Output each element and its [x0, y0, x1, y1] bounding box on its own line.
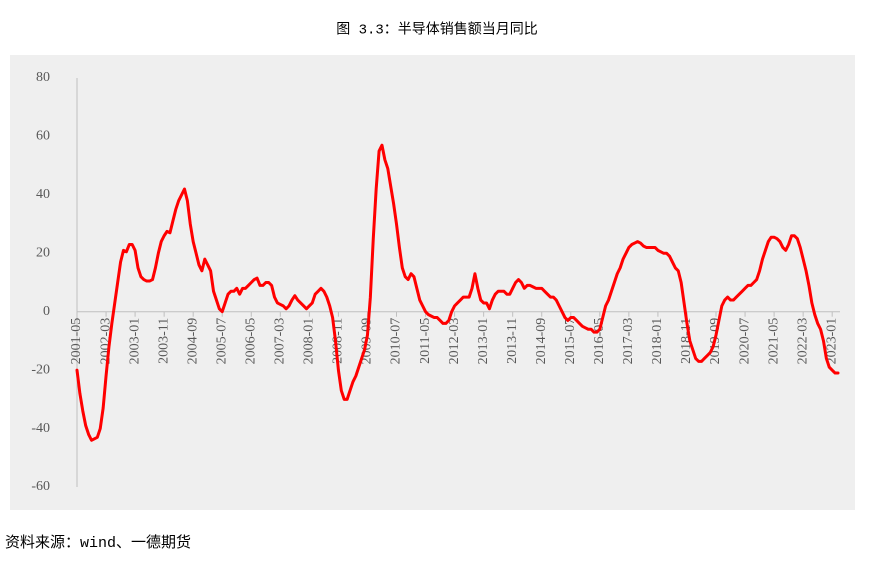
y-tick-label: 80	[36, 70, 50, 85]
x-tick-label: 2005-07	[214, 318, 229, 365]
x-tick-label: 2004-09	[185, 318, 200, 365]
y-tick-label: -20	[31, 362, 50, 377]
x-tick-label: 2007-03	[273, 318, 288, 365]
x-tick-label: 2012-03	[447, 318, 462, 365]
x-tick-label: 2018-01	[650, 318, 665, 365]
chart-title: 图 3.3：半导体销售额当月同比	[336, 22, 538, 39]
y-tick-label: -40	[31, 421, 50, 436]
x-tick-label: 2008-01	[302, 318, 317, 365]
x-tick-label: 2017-03	[621, 318, 636, 365]
x-tick-label: 2006-05	[243, 318, 258, 365]
x-tick-label: 2021-05	[766, 318, 781, 365]
x-tick-label: 2023-01	[824, 318, 839, 365]
x-tick-label: 2015-07	[563, 318, 578, 365]
x-tick-label: 2013-01	[476, 318, 491, 365]
x-tick-label: 2016-05	[592, 318, 607, 365]
x-tick-label: 2003-01	[127, 318, 142, 365]
y-tick-label: 60	[36, 129, 50, 144]
plot-background	[10, 55, 855, 510]
x-tick-label: 2003-11	[156, 318, 171, 364]
x-tick-label: 2001-05	[69, 318, 84, 365]
x-tick-label: 2018-11	[679, 318, 694, 364]
y-tick-label: 20	[36, 246, 50, 261]
y-tick-label: -60	[31, 479, 50, 494]
source-note: 资料来源：wind、一德期货	[5, 533, 191, 552]
x-tick-label: 2020-07	[737, 318, 752, 365]
data-line	[75, 143, 840, 442]
y-tick-label: 40	[36, 187, 50, 202]
x-tick-label: 2014-09	[534, 318, 549, 365]
x-tick-label: 2010-07	[389, 318, 404, 365]
y-tick-label: 0	[43, 304, 50, 319]
x-tick-label: 2013-11	[505, 318, 520, 364]
x-tick-label: 2022-03	[795, 318, 810, 365]
x-tick-label: 2011-05	[418, 318, 433, 364]
